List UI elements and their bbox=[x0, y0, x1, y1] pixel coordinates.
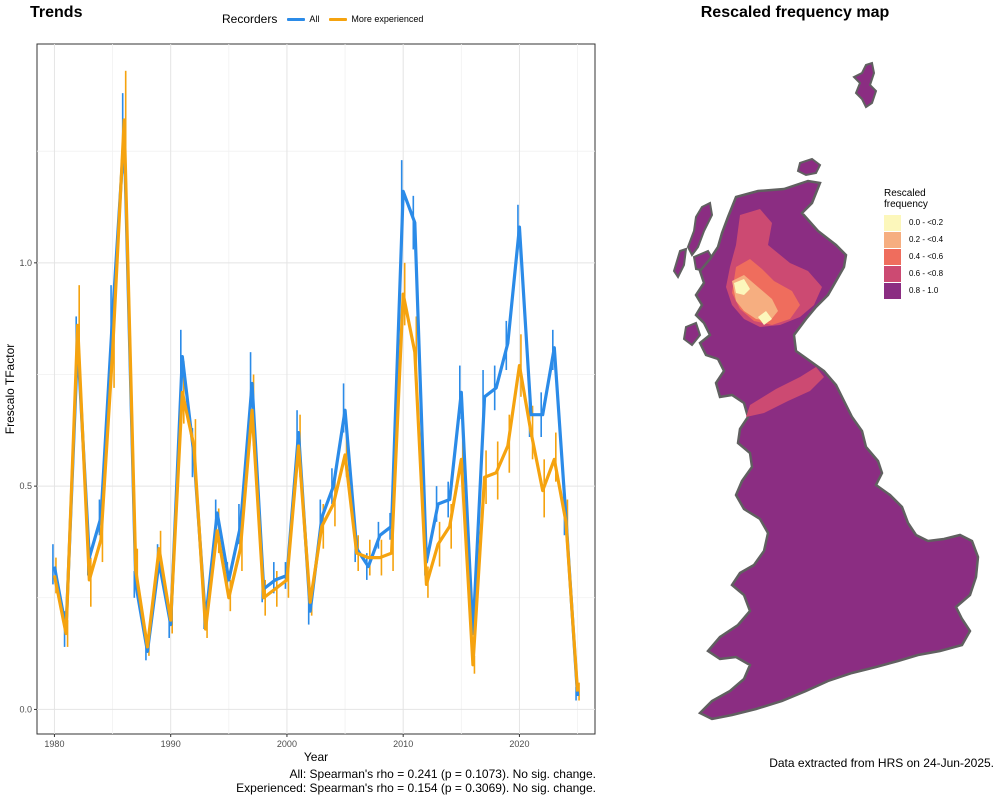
map-orkney bbox=[796, 157, 822, 177]
data-source-footnote: Data extracted from HRS on 24-Jun-2025. bbox=[769, 756, 994, 770]
map-band-0.0 bbox=[734, 279, 750, 295]
x-axis-label: Year bbox=[304, 750, 328, 764]
legend-label-all: All bbox=[309, 14, 320, 24]
axis-layer: 0.0 0.5 1.0 1980 1990 2000 2010 2020 bbox=[19, 258, 529, 749]
series-layer bbox=[52, 70, 580, 701]
legend-entry-all: All bbox=[287, 14, 319, 24]
y-axis-label: Frescalo TFactor bbox=[3, 344, 17, 434]
x-tick-label: 2000 bbox=[277, 739, 297, 749]
map-legend-swatch bbox=[884, 265, 901, 282]
y-tick-label: 0.5 bbox=[19, 481, 32, 491]
map-islay bbox=[682, 321, 702, 347]
map-legend-label: 0.2 - <0.4 bbox=[909, 235, 944, 244]
map-legend-swatch bbox=[884, 214, 901, 231]
x-tick-label: 1980 bbox=[44, 739, 64, 749]
map-legend-title-1: Rescaled bbox=[884, 188, 926, 199]
series-legend: Recorders All More experienced bbox=[222, 12, 423, 26]
legend-swatch-all bbox=[287, 17, 306, 21]
legend-label-experienced: More experienced bbox=[351, 14, 424, 24]
map-legend: Rescaled frequency 0.0 - <0.2 0.2 - <0.4… bbox=[884, 188, 943, 299]
map-legend-title-2: frequency bbox=[884, 199, 928, 210]
map-legend-swatch bbox=[884, 231, 901, 248]
map-legend-label: 0.8 - 1.0 bbox=[909, 286, 939, 295]
map-legend-label: 0.0 - <0.2 bbox=[909, 218, 944, 227]
y-tick-label: 1.0 bbox=[19, 258, 32, 268]
map-legend-row: 0.4 - <0.6 bbox=[884, 248, 943, 265]
map-legend-row: 0.6 - <0.8 bbox=[884, 265, 943, 282]
map-shetland bbox=[852, 61, 878, 109]
map-legend-row: 0.2 - <0.4 bbox=[884, 231, 943, 248]
map-band-0.0-b bbox=[758, 311, 772, 325]
trend-chart: 0.0 0.5 1.0 1980 1990 2000 2010 2020 Year Fresc… bbox=[3, 43, 596, 764]
map-outer-hebrides bbox=[686, 201, 714, 257]
legend-swatch-experienced bbox=[329, 17, 348, 21]
stats-text: All: Spearman's rho = 0.241 (p = 0.1073)… bbox=[160, 767, 596, 795]
legend-entry-experienced: More experienced bbox=[329, 14, 423, 24]
map-legend-swatch bbox=[884, 248, 901, 265]
x-tick-label: 2020 bbox=[509, 739, 529, 749]
map-legend-label: 0.4 - <0.6 bbox=[909, 252, 944, 261]
map-band-0.6-south bbox=[746, 367, 824, 417]
y-tick-label: 0.0 bbox=[19, 704, 32, 714]
series-line-experienced bbox=[52, 118, 580, 692]
x-tick-label: 2010 bbox=[393, 739, 413, 749]
x-tick-label: 1990 bbox=[161, 739, 181, 749]
map-legend-swatch bbox=[884, 282, 901, 299]
stats-line-all: All: Spearman's rho = 0.241 (p = 0.1073)… bbox=[289, 767, 596, 781]
frequency-map bbox=[672, 61, 980, 721]
map-title: Rescaled frequency map bbox=[700, 4, 890, 21]
map-hebrides-south bbox=[672, 247, 688, 279]
stats-line-experienced: Experienced: Spearman's rho = 0.154 (p =… bbox=[236, 781, 596, 795]
map-legend-row: 0.0 - <0.2 bbox=[884, 214, 943, 231]
map-legend-row: 0.8 - 1.0 bbox=[884, 282, 943, 299]
trends-title: Trends bbox=[30, 4, 83, 21]
plot-panel bbox=[36, 43, 596, 735]
legend-title: Recorders bbox=[222, 12, 278, 26]
map-legend-label: 0.6 - <0.8 bbox=[909, 269, 944, 278]
